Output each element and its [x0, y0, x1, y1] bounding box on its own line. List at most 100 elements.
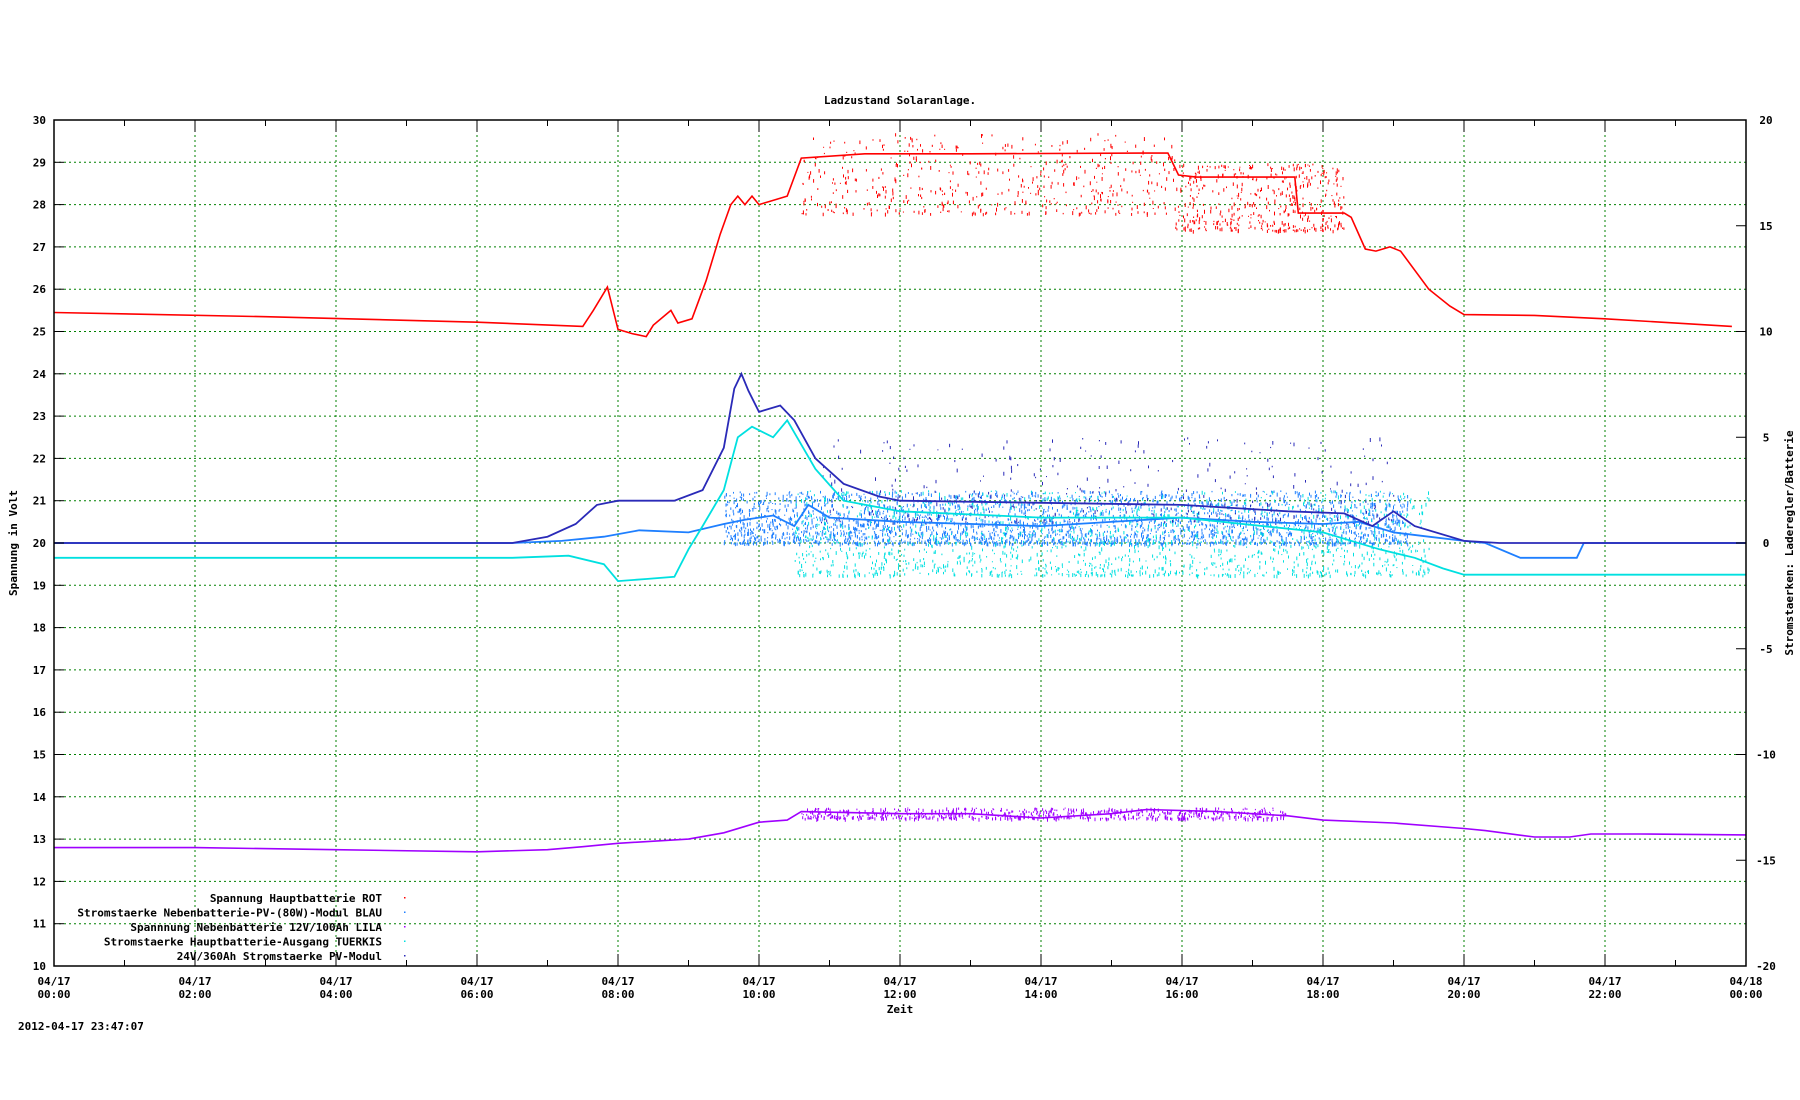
- scatter-point: [1321, 574, 1323, 578]
- scatter-point: [1223, 188, 1225, 192]
- scatter-point: [886, 498, 888, 502]
- scatter-point: [1230, 218, 1232, 220]
- scatter-point: [810, 537, 812, 541]
- scatter-point: [1269, 502, 1271, 506]
- scatter-point: [725, 514, 727, 516]
- scatter-point: [1335, 171, 1337, 176]
- scatter-point: [852, 520, 854, 522]
- scatter-point: [1037, 526, 1039, 530]
- scatter-point: [1228, 208, 1230, 213]
- scatter-point: [1289, 197, 1291, 202]
- scatter-point: [781, 535, 783, 539]
- scatter-point: [866, 505, 868, 508]
- scatter-point: [1079, 527, 1081, 531]
- scatter-point: [1165, 544, 1167, 548]
- scatter-point: [804, 523, 806, 525]
- scatter-point: [786, 498, 788, 501]
- scatter-point: [1293, 167, 1295, 172]
- scatter-point: [947, 561, 949, 563]
- scatter-point: [956, 145, 958, 149]
- scatter-point: [1198, 494, 1200, 499]
- scatter-point: [843, 533, 845, 537]
- scatter-point: [1198, 574, 1200, 577]
- scatter-point: [1215, 511, 1217, 515]
- scatter-point: [1270, 530, 1272, 534]
- scatter-point: [998, 539, 1000, 541]
- scatter-point: [733, 491, 734, 494]
- scatter-point: [1120, 500, 1122, 505]
- scatter-point: [1287, 227, 1289, 230]
- scatter-point: [1365, 494, 1367, 496]
- scatter-point: [986, 211, 988, 214]
- scatter-point: [979, 539, 981, 543]
- scatter-point: [1302, 181, 1304, 183]
- scatter-point: [984, 538, 986, 540]
- scatter-point: [809, 490, 811, 492]
- scatter-point: [1387, 558, 1389, 562]
- scatter-point: [890, 530, 891, 535]
- scatter-point: [1179, 164, 1181, 169]
- scatter-point: [1047, 534, 1049, 539]
- scatter-point: [994, 534, 996, 537]
- scatter-point: [992, 515, 994, 518]
- scatter-point: [756, 536, 758, 539]
- scatter-point: [1203, 540, 1204, 543]
- scatter-point: [1318, 508, 1320, 511]
- scatter-point: [878, 567, 880, 571]
- scatter-point: [903, 514, 905, 516]
- scatter-point: [943, 571, 944, 575]
- scatter-point: [955, 542, 957, 546]
- scatter-point: [1241, 187, 1243, 192]
- scatter-point: [1164, 168, 1166, 171]
- scatter-point: [972, 196, 974, 201]
- scatter-point: [833, 528, 835, 532]
- scatter-point: [985, 501, 987, 506]
- scatter-point: [1419, 523, 1421, 525]
- scatter-point: [1044, 196, 1046, 198]
- scatter-point: [1078, 512, 1080, 516]
- scatter-point: [1338, 222, 1340, 226]
- scatter-point: [1012, 542, 1014, 546]
- scatter-point: [944, 508, 946, 510]
- scatter-point: [846, 574, 848, 578]
- scatter-point: [794, 514, 795, 518]
- scatter-point: [1235, 541, 1237, 545]
- scatter-point: [949, 186, 951, 189]
- scatter-point: [1341, 547, 1343, 550]
- scatter-point: [955, 145, 957, 149]
- scatter-point: [1039, 505, 1041, 509]
- scatter-point: [1407, 513, 1409, 517]
- scatter-point: [1217, 503, 1219, 507]
- scatter-point: [1294, 197, 1296, 202]
- scatter-point: [1092, 507, 1094, 511]
- scatter-point: [1251, 167, 1253, 170]
- scatter-point: [1068, 534, 1070, 538]
- scatter-point: [1253, 530, 1255, 534]
- scatter-point: [1140, 161, 1142, 165]
- scatter-point: [1329, 501, 1331, 503]
- scatter-point: [1395, 558, 1397, 562]
- scatter-point: [1390, 529, 1392, 531]
- scatter-point: [1155, 513, 1157, 517]
- scatter-point: [911, 493, 913, 496]
- scatter-point: [978, 518, 980, 520]
- scatter-point: [1322, 513, 1324, 517]
- scatter-point: [1024, 534, 1026, 536]
- scatter-point: [1027, 503, 1029, 506]
- scatter-point: [832, 493, 834, 496]
- scatter-point: [1096, 535, 1098, 540]
- scatter-point: [1079, 538, 1081, 543]
- scatter-point: [1320, 206, 1321, 208]
- scatter-point: [1338, 501, 1340, 505]
- scatter-point: [900, 506, 902, 510]
- scatter-point: [935, 543, 937, 545]
- scatter-point: [920, 504, 922, 509]
- scatter-point: [846, 491, 848, 495]
- scatter-point: [1396, 521, 1398, 525]
- scatter-point: [1010, 506, 1012, 510]
- scatter-point: [913, 504, 915, 507]
- scatter-point: [887, 506, 889, 508]
- scatter-point: [1212, 541, 1214, 544]
- scatter-point: [1190, 505, 1192, 510]
- scatter-point: [1318, 537, 1320, 540]
